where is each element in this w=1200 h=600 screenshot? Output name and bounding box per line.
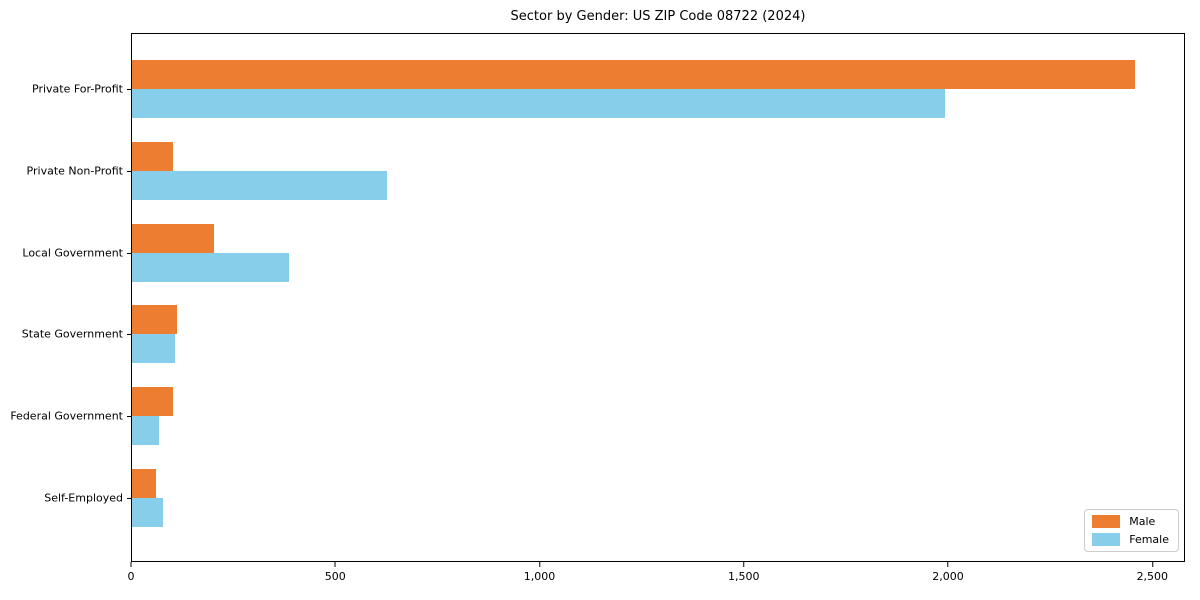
bar-group: Private Non-Profit	[27, 130, 1184, 212]
plot-area: Private For-Profit Private Non-Profit Loca…	[10, 33, 1185, 562]
bar-female-2	[132, 252, 289, 282]
legend-item: Male	[1092, 515, 1169, 528]
x-tick-label: 1,500	[728, 570, 760, 583]
legend-swatch-male	[1092, 515, 1121, 528]
x-axis-tick: 500	[325, 562, 346, 583]
bar-group: Federal Government	[10, 375, 1184, 457]
bar-group: Private For-Profit	[32, 48, 1184, 130]
bar-group: Local Government	[22, 212, 1184, 294]
bar-male-0	[132, 59, 1136, 89]
x-tick-label: 1,000	[523, 570, 556, 583]
bar-female-3	[132, 334, 175, 364]
x-tick-mark	[743, 562, 745, 567]
legend-item: Female	[1092, 533, 1169, 546]
x-axis-tick: 1,000	[523, 562, 556, 583]
x-tick-mark	[130, 562, 132, 567]
bar-female-1	[132, 170, 387, 200]
y-axis-tick	[127, 88, 132, 90]
y-axis-tick	[127, 498, 132, 500]
bar-male-2	[132, 223, 214, 253]
y-axis-tick	[127, 334, 132, 336]
bar-male-1	[132, 141, 173, 171]
legend: Male Female	[1084, 509, 1179, 552]
category-label: Local Government	[22, 246, 123, 260]
bar-male-4	[132, 387, 173, 417]
x-tick-label: 2,000	[932, 570, 964, 583]
bar-group: State Government	[22, 293, 1184, 375]
category-label: Self-Employed	[44, 491, 123, 505]
category-label: Federal Government	[10, 409, 123, 423]
x-axis: 0 500 1,000 1,500 2,000 2,500	[128, 562, 1185, 592]
bar-female-0	[132, 88, 946, 118]
x-tick-label: 0	[127, 570, 135, 583]
category-label: State Government	[21, 327, 123, 341]
x-axis-tick: 1,500	[728, 562, 760, 583]
chart-title: Sector by Gender: US ZIP Code 08722 (202…	[510, 9, 806, 24]
legend-swatch-female	[1092, 533, 1121, 546]
x-tick-mark	[334, 562, 336, 567]
x-tick-label: 2,500	[1136, 570, 1169, 583]
legend-label: Male	[1129, 515, 1156, 528]
x-tick-mark	[947, 562, 949, 567]
bar-female-4	[132, 416, 159, 446]
category-label: Private For-Profit	[32, 82, 123, 96]
y-axis-tick	[127, 252, 132, 254]
bar-groups: Private For-Profit Private Non-Profit Loca…	[10, 48, 1184, 539]
x-tick-mark	[539, 562, 541, 567]
y-axis-tick	[127, 170, 132, 172]
x-axis-tick: 2,000	[932, 562, 964, 583]
bar-male-3	[132, 305, 177, 335]
x-axis-tick: 2,500	[1136, 562, 1169, 583]
bar-male-5	[132, 469, 157, 499]
legend-label: Female	[1129, 533, 1169, 546]
x-axis-tick: 0	[128, 562, 135, 583]
x-tick-mark	[1151, 562, 1153, 567]
x-tick-label: 500	[324, 570, 346, 583]
bar-female-5	[132, 498, 163, 528]
y-axis-tick	[127, 416, 132, 418]
bar-group: Self-Employed	[44, 457, 1184, 539]
category-label: Private Non-Profit	[26, 164, 123, 178]
